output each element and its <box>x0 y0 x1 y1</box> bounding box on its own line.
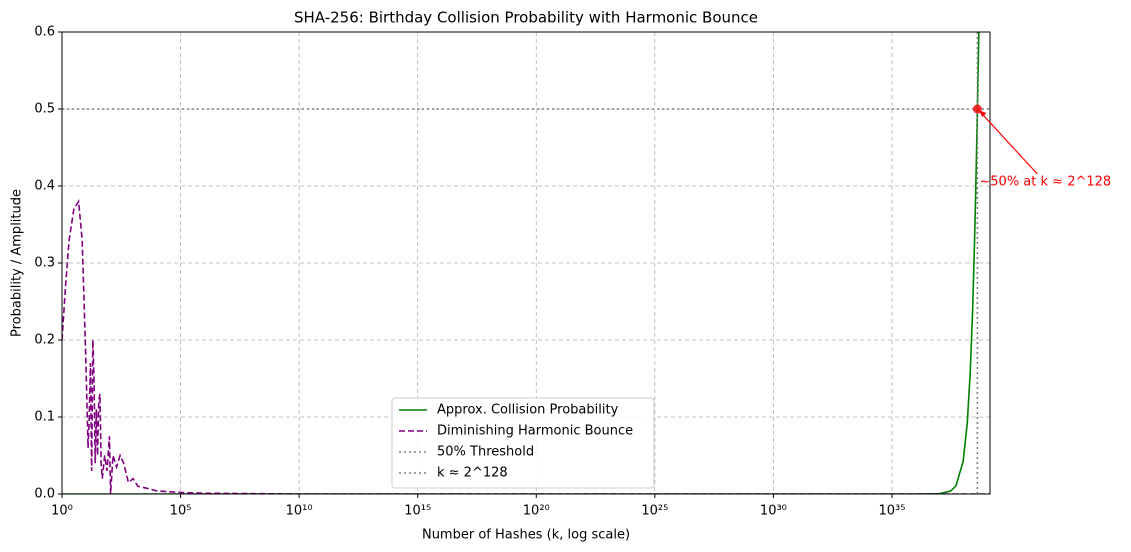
y-tick-label: 0.5 <box>34 102 55 117</box>
chart-title: SHA-256: Birthday Collision Probability … <box>294 9 758 27</box>
y-tick-label: 0.6 <box>34 25 55 40</box>
annotation-arrow <box>978 110 1038 175</box>
legend-box <box>391 397 655 489</box>
data-line <box>62 198 990 494</box>
plot-frame <box>61 31 991 495</box>
x-tick-label: 10²⁵ <box>641 504 668 519</box>
y-axis-label: Probability / Amplitude <box>10 189 25 337</box>
legend-label: Diminishing Harmonic Bounce <box>437 424 633 439</box>
y-tick-label: 0.0 <box>34 487 55 502</box>
data-line <box>62 32 980 494</box>
y-tick-label: 0.3 <box>34 256 55 271</box>
y-tick-label: 0.2 <box>34 333 55 348</box>
annotation-arrowhead <box>978 110 987 117</box>
x-tick-label: 10⁰ <box>51 504 73 519</box>
x-tick-label: 10⁵ <box>170 504 192 519</box>
legend-label: k ≈ 2^128 <box>437 466 508 481</box>
y-tick-label: 0.1 <box>34 410 55 425</box>
annotation-text: ~50% at k ≈ 2^128 <box>979 175 1111 190</box>
x-axis-label: Number of Hashes (k, log scale) <box>422 528 630 543</box>
x-tick-label: 10²⁰ <box>523 504 550 519</box>
y-tick-label: 0.4 <box>34 179 55 194</box>
x-tick-label: 10¹⁵ <box>404 504 431 519</box>
legend-label: Approx. Collision Probability <box>437 403 619 418</box>
x-tick-label: 10³⁵ <box>878 504 905 519</box>
x-tick-label: 10³⁰ <box>760 504 787 519</box>
x-tick-label: 10¹⁰ <box>286 504 313 519</box>
legend-label: 50% Threshold <box>437 445 534 460</box>
